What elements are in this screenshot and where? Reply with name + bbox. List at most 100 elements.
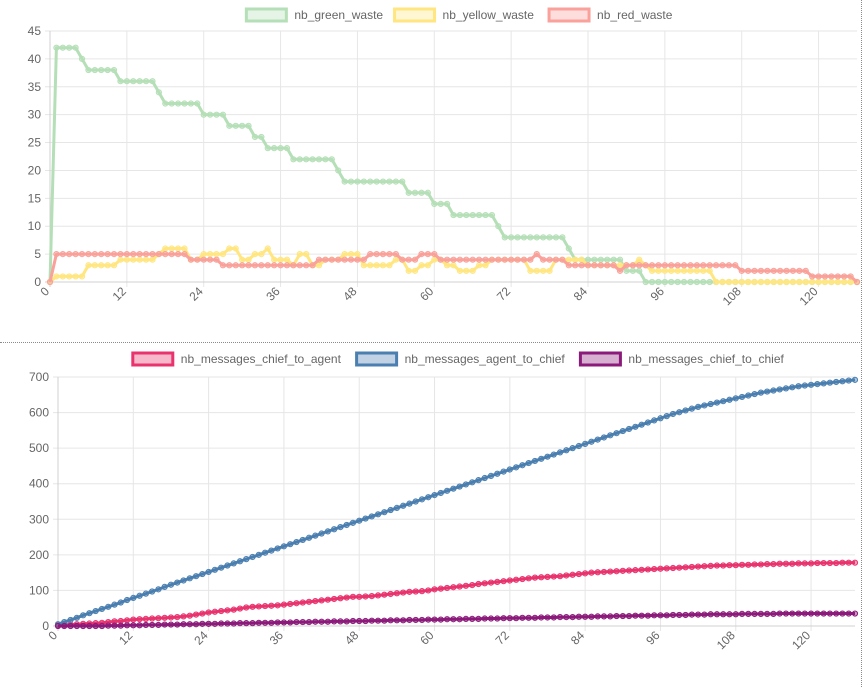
data-point[interactable] [695,611,702,618]
data-point[interactable] [575,613,582,620]
data-point[interactable] [669,410,677,418]
data-point[interactable] [373,262,380,269]
data-point[interactable] [693,267,700,274]
data-point[interactable] [815,273,822,280]
data-point[interactable] [123,596,131,604]
data-point[interactable] [519,462,526,469]
data-point[interactable] [142,78,150,85]
data-point[interactable] [53,44,60,51]
data-point[interactable] [591,256,598,263]
data-point[interactable] [296,156,303,163]
data-point[interactable] [469,615,476,622]
data-point[interactable] [482,211,489,219]
data-point[interactable] [117,617,124,625]
data-point[interactable] [563,447,570,454]
data-point[interactable] [303,262,310,269]
data-point[interactable] [161,583,168,590]
data-point[interactable] [374,617,382,624]
data-point[interactable] [851,559,859,566]
data-point[interactable] [261,602,269,610]
data-point[interactable] [280,543,288,550]
data-point[interactable] [305,598,313,605]
legend-item-nb-red-waste[interactable]: nb_red_waste [547,7,673,23]
data-point[interactable] [814,381,821,388]
data-point[interactable] [789,610,796,617]
data-point[interactable] [418,588,426,595]
data-point[interactable] [386,262,393,269]
data-point[interactable] [745,561,752,568]
data-point[interactable] [130,251,137,258]
data-point[interactable] [661,262,668,269]
data-point[interactable] [72,251,79,258]
data-point[interactable] [110,251,118,258]
data-point[interactable] [136,256,143,263]
data-point[interactable] [559,234,566,241]
data-point[interactable] [616,256,624,263]
data-point[interactable] [205,609,212,616]
data-point[interactable] [287,600,294,608]
data-point[interactable] [142,256,150,263]
data-point[interactable] [136,592,143,599]
data-point[interactable] [632,612,639,619]
data-point[interactable] [309,262,316,269]
data-point[interactable] [296,251,303,258]
data-point[interactable] [236,620,244,627]
data-point[interactable] [556,449,564,456]
data-point[interactable] [392,178,399,185]
data-point[interactable] [481,474,488,482]
data-point[interactable] [387,506,394,514]
data-point[interactable] [508,256,515,263]
data-point[interactable] [623,267,630,274]
data-point[interactable] [613,612,620,620]
data-point[interactable] [305,534,313,541]
data-point[interactable] [86,622,93,630]
data-point[interactable] [218,607,225,615]
data-point[interactable] [312,598,319,605]
data-point[interactable] [105,622,112,629]
data-point[interactable] [283,262,291,269]
data-point[interactable] [347,256,355,263]
data-point[interactable] [619,567,626,574]
data-point[interactable] [406,616,413,624]
data-point[interactable] [199,610,206,617]
data-point[interactable] [312,618,319,625]
data-point[interactable] [519,575,526,583]
data-point[interactable] [381,509,388,516]
data-point[interactable] [251,251,259,258]
data-point[interactable] [550,614,557,621]
data-point[interactable] [732,395,739,402]
data-point[interactable] [393,617,400,624]
data-point[interactable] [669,564,677,572]
data-point[interactable] [123,251,130,258]
data-point[interactable] [123,78,130,85]
data-point[interactable] [450,211,457,219]
data-point[interactable] [651,565,658,573]
data-point[interactable] [776,610,783,617]
data-point[interactable] [719,262,726,269]
data-point[interactable] [476,256,483,263]
data-point[interactable] [174,621,181,628]
data-point[interactable] [290,262,297,269]
data-point[interactable] [405,267,412,274]
data-point[interactable] [801,560,808,567]
data-point[interactable] [418,262,425,269]
data-point[interactable] [283,256,291,263]
data-point[interactable] [795,560,802,567]
data-point[interactable] [572,262,579,269]
data-point[interactable] [613,568,620,575]
data-point[interactable] [80,612,87,619]
data-point[interactable] [274,545,281,552]
data-point[interactable] [538,614,545,621]
data-point[interactable] [820,610,827,617]
data-point[interactable] [575,570,582,578]
data-point[interactable] [475,580,482,588]
data-point[interactable] [149,615,156,622]
data-point[interactable] [162,251,169,258]
data-point[interactable] [578,262,585,269]
data-point[interactable] [92,607,99,615]
data-point[interactable] [712,262,720,269]
data-point[interactable] [706,267,713,274]
data-point[interactable] [661,267,668,274]
data-point[interactable] [745,278,752,286]
data-point[interactable] [299,536,306,544]
